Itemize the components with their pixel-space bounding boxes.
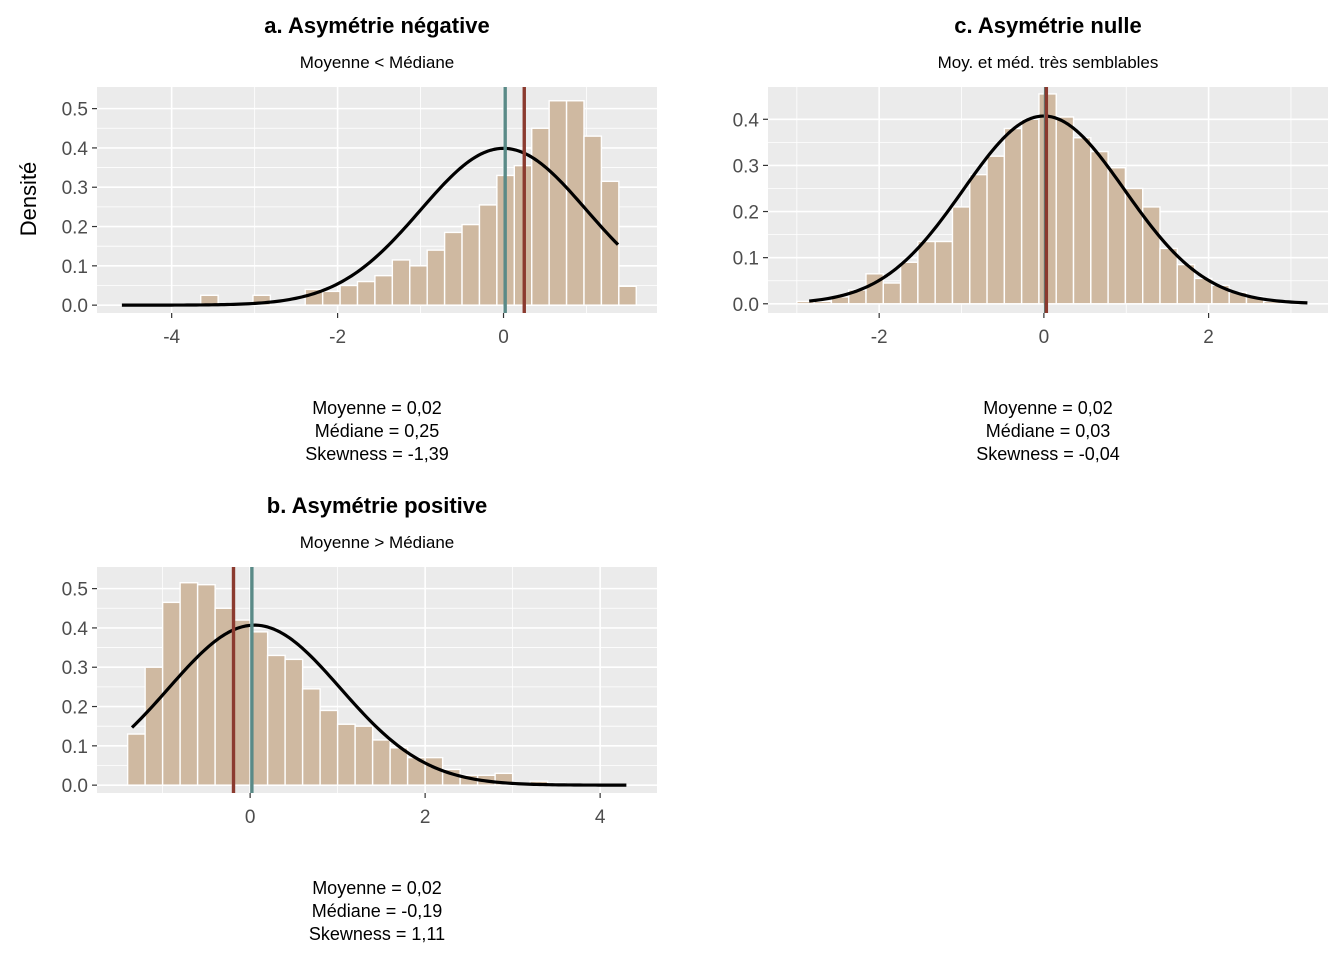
panel-b-y-tick-label: 0.5	[62, 580, 88, 601]
panel-b-subtitle: Moyenne > Médiane	[300, 533, 455, 552]
panel-a-histogram-bar	[321, 290, 341, 306]
panel-b-histogram-bar	[494, 772, 514, 786]
panel-b-histogram-bar	[389, 747, 409, 786]
panel-b-histogram-bar	[196, 583, 216, 786]
panel-a-histogram-bar	[252, 294, 272, 306]
panel-b-title: b. Asymétrie positive	[267, 493, 487, 518]
panel-a-histogram-bar	[426, 249, 446, 306]
panel-a-histogram-bar	[409, 265, 428, 306]
panel-a-histogram-bar	[548, 100, 568, 306]
panel-c-subtitle: Moy. et méd. très semblables	[938, 53, 1159, 72]
panel-b-plot: 0.0 0.1 0.2 0.3 0.4 0.5 0 2 4	[62, 567, 657, 828]
panel-b-histogram-bar	[126, 733, 146, 786]
panel-b-histogram-bar	[179, 582, 199, 786]
panel-c-y-tick-label: 0.4	[733, 110, 760, 131]
panel-b-stat-median: Médiane = -0,19	[312, 901, 443, 921]
panel-a-y-tick-label: 0.4	[62, 139, 89, 160]
panel-a-x-tick-label: 0	[498, 327, 509, 348]
panel-c-histogram-bar	[1055, 116, 1075, 305]
panel-a-histogram-bar	[478, 204, 498, 306]
panel-a-y-tick-label: 0.3	[62, 178, 88, 199]
panel-b-histogram-bar	[266, 654, 286, 786]
panel-c-histogram-bar	[934, 240, 954, 305]
panel-c-histogram-bar	[986, 155, 1006, 305]
panel-a-y-tick-label: 0.1	[62, 257, 88, 278]
panel-b: b. Asymétrie positive Moyenne > Médiane …	[62, 493, 657, 944]
panel-b-y-tick-label: 0.2	[62, 698, 88, 719]
panel-a-histogram-bar	[531, 127, 550, 306]
panel-a-stat-skewness: Skewness = -1,39	[305, 444, 449, 464]
panel-b-y-tick-label: 0.0	[62, 776, 88, 797]
panel-a-y-tick-label: 0.0	[62, 296, 88, 317]
panel-c-histogram-bar	[1159, 247, 1178, 305]
panel-a-histogram-bar	[461, 223, 481, 306]
panel-c-y-tick-label: 0.3	[733, 156, 759, 177]
panel-b-x-tick-label: 4	[595, 807, 606, 828]
panel-b-histogram-bar	[336, 723, 356, 786]
panel-a-histogram-bar	[391, 259, 411, 306]
panel-b-histogram-bar	[284, 658, 304, 786]
panel-a-histogram-bar	[583, 135, 603, 306]
panel-b-y-tick-label: 0.1	[62, 737, 88, 758]
panel-c-histogram-bar	[1020, 118, 1040, 305]
panel-a-y-tick-label: 0.2	[62, 218, 88, 239]
panel-a-histogram-bar	[356, 280, 376, 306]
panel-c-y-tick-label: 0.1	[733, 249, 759, 270]
panel-c-histogram-bar	[1003, 127, 1023, 305]
panel-b-histogram-bar	[354, 725, 374, 786]
panel-c-histogram-bar	[1142, 206, 1161, 305]
panel-c-x-tick-label: 2	[1203, 327, 1214, 348]
panel-c-stat-mean: Moyenne = 0,02	[983, 398, 1113, 418]
panel-b-stat-mean: Moyenne = 0,02	[312, 878, 442, 898]
panel-c-histogram-bar	[917, 240, 936, 305]
panel-b-histogram-bar	[319, 709, 339, 786]
panel-c-density-curve	[809, 114, 1308, 305]
panel-c-x-tick-label: 0	[1039, 327, 1050, 348]
panel-a-histogram-bar	[618, 285, 637, 306]
panel-c-stat-skewness: Skewness = -0,04	[976, 444, 1120, 464]
panel-a-x-tick-label: -4	[163, 327, 180, 348]
panel-b-histogram-bar	[301, 688, 321, 786]
panel-a-y-tick-label: 0.5	[62, 100, 88, 121]
panel-b-histogram-bar	[231, 619, 251, 786]
panel-a-title: a. Asymétrie négative	[264, 13, 489, 38]
panel-a-stat-median: Médiane = 0,25	[315, 421, 440, 441]
panel-a-histogram-bar	[339, 284, 359, 306]
panel-c: c. Asymétrie nulle Moy. et méd. très sem…	[733, 13, 1328, 464]
panel-b-histogram-bar	[144, 666, 164, 786]
panel-b-histogram-bar	[371, 739, 391, 786]
panel-c-histogram-bar	[951, 206, 971, 305]
panel-c-histogram-bar	[882, 282, 902, 305]
panel-c-title: c. Asymétrie nulle	[954, 13, 1141, 38]
panel-a: a. Asymétrie négative Moyenne < Médiane …	[62, 13, 657, 464]
panel-b-x-tick-label: 2	[420, 807, 431, 828]
panel-a-x-tick-label: -2	[329, 327, 346, 348]
y-axis-label: Densité	[16, 162, 41, 237]
panel-a-histogram-bar	[443, 231, 463, 306]
panel-a-histogram-bar	[374, 274, 394, 306]
panel-b-stat-skewness: Skewness = 1,11	[309, 924, 445, 944]
panel-c-histogram-bar	[1090, 150, 1109, 305]
panel-b-y-tick-label: 0.3	[62, 658, 88, 679]
panel-c-histogram-bar	[899, 261, 919, 305]
panel-a-subtitle: Moyenne < Médiane	[300, 53, 455, 72]
panel-c-stat-median: Médiane = 0,03	[986, 421, 1111, 441]
panel-a-stat-mean: Moyenne = 0,02	[312, 398, 442, 418]
panel-c-plot: 0.0 0.1 0.2 0.3 0.4 -2 0 2	[733, 87, 1328, 348]
panel-c-y-tick-label: 0.0	[733, 295, 759, 316]
panel-c-y-tick-label: 0.2	[733, 203, 759, 224]
panel-b-y-tick-label: 0.4	[62, 619, 89, 640]
panel-c-histogram-bar	[813, 300, 833, 305]
panel-a-density-curve	[121, 146, 620, 307]
panel-b-x-tick-label: 0	[245, 807, 256, 828]
panel-b-density-curve	[130, 623, 627, 787]
panel-c-histogram-bar	[969, 173, 988, 305]
panel-a-plot: 0.0 0.1 0.2 0.3 0.4 0.5 -4 -2 0	[62, 87, 657, 348]
panel-c-histogram-bar	[1072, 137, 1092, 305]
panel-c-x-tick-label: -2	[871, 327, 888, 348]
